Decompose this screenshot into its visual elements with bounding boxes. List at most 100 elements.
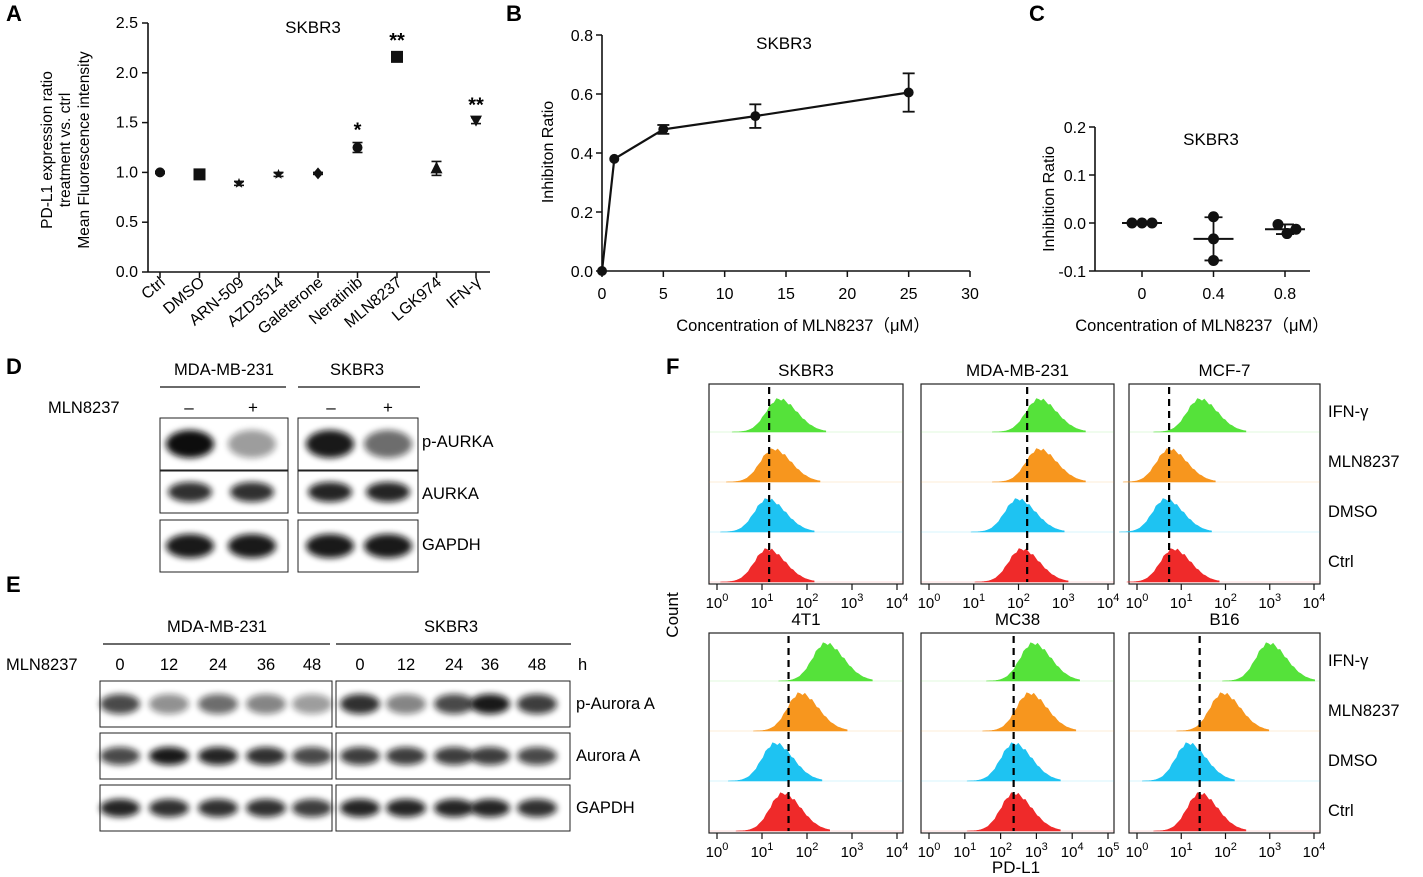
panel-c-point [1136,217,1148,229]
panel-b-chart: SKBR3 Inhibiton Ratio Concentration of M… [540,28,979,335]
panel-a-ytick-label: 0.0 [116,264,138,281]
panel-e-band [149,799,189,817]
panel-c-xtick-label: 0.4 [1202,286,1224,303]
panel-f-xtick-label: 104 [1097,592,1120,612]
panel-c-point [1146,217,1158,229]
panel-b-xtick-label: 10 [716,286,734,303]
panel-f-xlabel: PD-L1 [992,858,1040,877]
panel-b-title: SKBR3 [756,34,812,53]
panel-e-band-label-3: GAPDH [576,799,635,817]
panel-c-point [1208,254,1219,266]
panel-b-ytick-label: 0.0 [571,264,593,281]
panel-f-xtick-label: 102 [989,841,1012,861]
panel-e-band [100,799,140,817]
panel-e-timepoint-label: 12 [397,656,415,674]
panel-f-cell-title: MCF-7 [1199,361,1251,380]
panel-a-point [233,177,245,188]
panel-f-plot-box [708,383,904,585]
panel-d-band-label-2: AURKA [422,485,479,503]
panel-f-xtick-label: 101 [751,841,774,861]
panel-e-timepoint-label: 36 [481,656,499,674]
panel-e-band [292,694,332,714]
panel-a-chart: SKBR3 PD-L1 expression ratio treatment v… [39,15,490,338]
panel-f-histogram [1119,498,1212,533]
panel-b-xtick-label: 0 [598,286,607,303]
panel-f-histogram [982,692,1077,732]
panel-e-band [386,799,426,817]
panel-d-band [166,430,214,458]
panel-f-xtick-label: 100 [1126,592,1149,612]
panel-f-xtick-label: 100 [918,592,941,612]
panel-d-sign-4: + [383,398,393,417]
panel-e-band [434,799,474,817]
panel-f-condition-label: DMSO [1328,752,1378,770]
panel-c-xtick-label: 0.8 [1274,286,1296,303]
panel-f-xtick-label: 103 [841,841,864,861]
panel-e-band [470,694,510,714]
panel-f-xtick-label: 100 [918,841,941,861]
panel-d-band [168,482,212,502]
panel-d-band [364,534,412,558]
panel-f-histogram [753,692,848,732]
panel-f-xtick-label: 101 [751,592,774,612]
panel-b-ytick-label: 0.2 [571,205,593,222]
panel-b-ylabel: Inhibiton Ratio [540,101,557,203]
panel-c-xlabel: Concentration of MLN8237（μM） [1075,316,1328,335]
panel-f-xtick-label: 100 [706,592,729,612]
panel-f-histogram [970,498,1065,533]
panel-f-cell-title: MDA-MB-231 [966,361,1069,380]
panel-a-significance-label: ** [468,95,484,117]
panel-f-xtick-label: 101 [1170,841,1193,861]
panel-letter-e: E [6,572,21,597]
panel-f-ylabel: Count [663,592,682,638]
panel-letter-a: A [6,1,22,26]
panel-a-ytick-label: 1.5 [116,115,138,132]
panel-d-group-mda: MDA-MB-231 [174,361,274,379]
panel-e-band [149,694,189,714]
panel-a-ylabel-line-1: PD-L1 expression ratio [39,71,56,229]
panel-e-band [292,747,332,765]
panel-d-band [228,534,276,558]
panel-f-histogram [778,642,873,682]
panel-e-band [246,747,286,765]
panel-e-band [517,747,557,765]
panel-f-histogram [735,792,831,832]
panel-d-band-label-1: p-AURKA [422,433,494,451]
panel-f-plot-box [708,632,904,834]
panel-c-ytick-label: 0.1 [1064,168,1086,185]
panel-f-histogram [1153,398,1247,433]
panel-a-ytick-label: 1.0 [116,164,138,181]
panel-e-western-blot: MDA-MB-231 SKBR3 MLN8237 0 0 12 12 24 24 36 36 4… [6,618,655,832]
panel-f-xtick-label: 104 [1303,592,1326,612]
panel-f-xtick-label: 102 [796,841,819,861]
panel-f-histogram [720,548,815,583]
panel-b-point [750,111,761,122]
panel-b-point [903,87,914,98]
panel-c-point [1208,233,1219,245]
panel-b-xtick-label: 20 [838,286,856,303]
panel-a-point [430,161,443,174]
panel-a-ytick-label: 0.5 [116,214,138,231]
panel-letter-c: C [1029,1,1045,26]
panel-d-sign-3: – [326,398,336,417]
panel-d-band [366,482,410,502]
panel-e-band-label-2: Aurora A [576,747,640,765]
panel-e-band [340,694,380,714]
panel-f-xtick-label: 101 [962,592,985,612]
panel-f-cell-title: SKBR3 [778,361,834,380]
panel-e-band [100,694,140,714]
panel-e-band [198,747,238,765]
panel-b-xtick-label: 5 [659,286,668,303]
panel-b-ytick-label: 0.8 [571,28,593,45]
panel-c-point [1126,217,1138,229]
panel-f-xtick-label: 104 [886,841,909,861]
panel-f-plot-box [920,383,1115,585]
panel-f-xtick-label: 103 [1258,592,1281,612]
panel-a-ytick-label: 2.5 [116,15,138,32]
panel-c-ytick-label: -0.1 [1058,264,1086,281]
panel-a-point [352,142,363,153]
panel-a-ylabel: PD-L1 expression ratio treatment vs. ctr… [39,51,93,249]
panel-d-group-skbr3: SKBR3 [330,361,384,379]
panel-e-band [198,799,238,817]
panel-c-ylabel: Inhibition Ratio [1041,146,1058,252]
